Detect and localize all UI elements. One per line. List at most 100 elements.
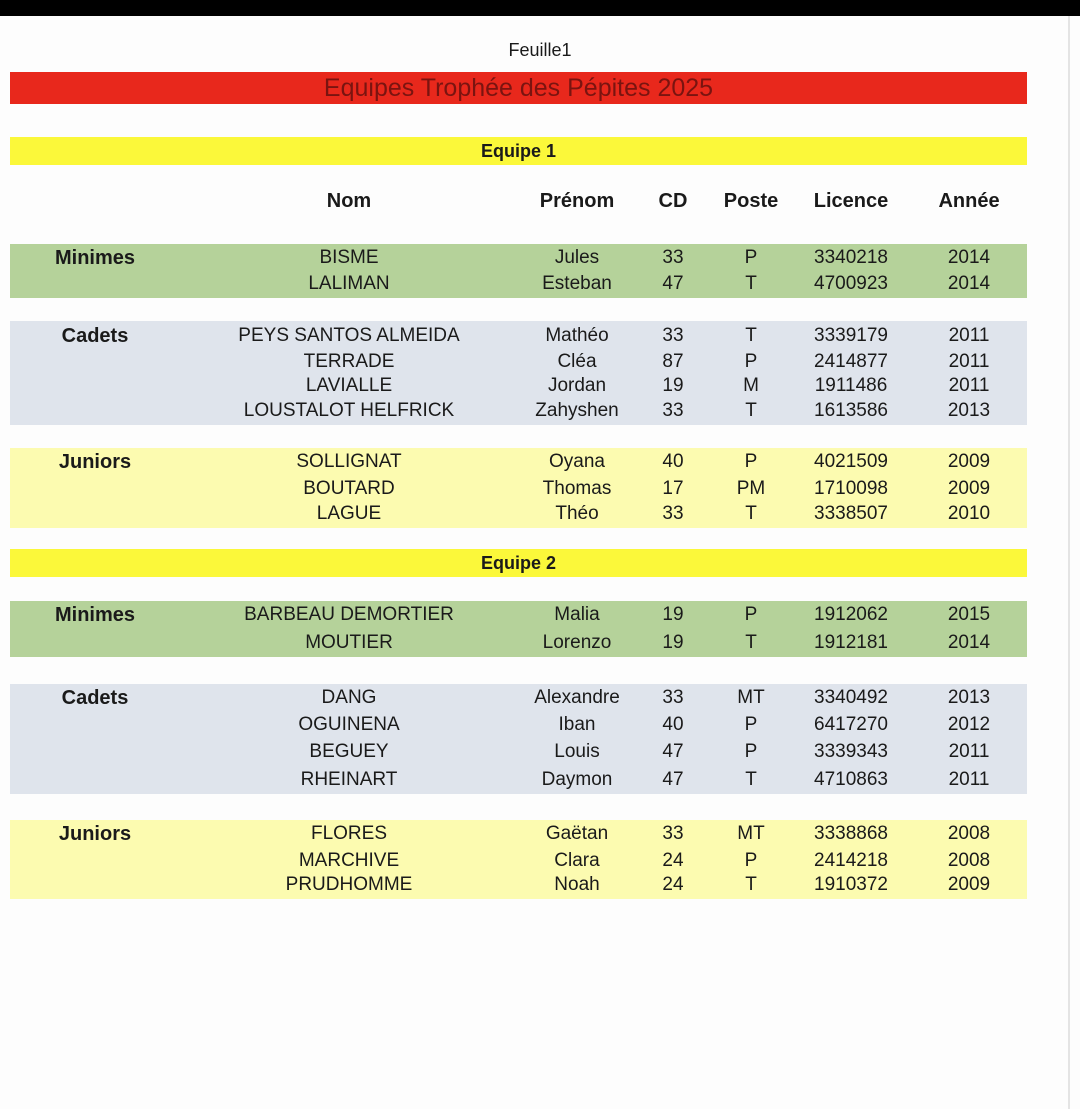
- cell-nom: RHEINART: [300, 769, 398, 790]
- cell-licence: 1912062: [814, 604, 888, 625]
- page-edge: [1068, 16, 1070, 1109]
- cell-licence: 3340218: [814, 247, 888, 268]
- cell-licence: 1910372: [814, 874, 888, 895]
- cell-annee: 2011: [948, 741, 990, 762]
- cell-prenom: Noah: [554, 874, 600, 895]
- cell-prenom: Oyana: [549, 451, 605, 472]
- column-header-annee: Année: [938, 190, 1000, 212]
- cell-cd: 19: [662, 604, 684, 625]
- cell-poste: P: [744, 714, 758, 735]
- cell-annee: 2009: [947, 874, 991, 895]
- team-header: Equipe 1: [10, 137, 1027, 165]
- cell-licence: 2414877: [814, 351, 888, 372]
- cell-poste: MT: [737, 823, 765, 844]
- cell-nom: BOUTARD: [303, 478, 395, 499]
- cell-cd: 40: [662, 714, 684, 735]
- category-label: Juniors: [58, 823, 132, 845]
- cell-annee: 2011: [948, 769, 990, 790]
- cell-annee: 2009: [947, 478, 991, 499]
- cell-annee: 2014: [947, 273, 991, 294]
- cell-poste: P: [744, 351, 758, 372]
- category-label: Juniors: [58, 451, 132, 473]
- category-label: Cadets: [61, 687, 129, 709]
- cell-annee: 2008: [947, 823, 991, 844]
- cell-prenom: Iban: [558, 714, 596, 735]
- cell-prenom: Jordan: [547, 375, 607, 396]
- cell-cd: 40: [662, 451, 684, 472]
- cell-nom: BEGUEY: [309, 741, 389, 762]
- category-group-cadets: [10, 684, 1027, 794]
- cell-poste: MT: [737, 687, 765, 708]
- cell-licence: 4021509: [814, 451, 888, 472]
- cell-poste: P: [744, 451, 758, 472]
- cell-cd: 19: [662, 632, 684, 653]
- cell-cd: 17: [662, 478, 684, 499]
- cell-nom: DANG: [321, 687, 377, 708]
- category-group-juniors: [10, 448, 1027, 528]
- category-group-minimes: [10, 244, 1027, 298]
- cell-prenom: Daymon: [541, 769, 613, 790]
- cell-cd: 33: [662, 503, 684, 524]
- cell-prenom: Lorenzo: [542, 632, 612, 653]
- cell-nom: SOLLIGNAT: [296, 451, 402, 472]
- cell-prenom: Zahyshen: [535, 400, 619, 421]
- cell-poste: T: [745, 769, 757, 790]
- cell-annee: 2014: [947, 247, 991, 268]
- cell-prenom: Clara: [554, 850, 600, 871]
- cell-licence: 1710098: [814, 478, 888, 499]
- cell-prenom: Théo: [555, 503, 599, 524]
- cell-poste: P: [744, 247, 758, 268]
- cell-nom: OGUINENA: [298, 714, 400, 735]
- cell-annee: 2011: [948, 351, 990, 372]
- cell-annee: 2012: [947, 714, 991, 735]
- cell-nom: FLORES: [310, 823, 388, 844]
- cell-prenom: Louis: [554, 741, 600, 762]
- cell-annee: 2011: [948, 375, 990, 396]
- column-header-prenom: Prénom: [539, 190, 615, 212]
- cell-poste: T: [745, 325, 757, 346]
- cell-cd: 24: [662, 874, 684, 895]
- column-header-licence: Licence: [813, 190, 889, 212]
- column-header-nom: Nom: [326, 190, 372, 212]
- cell-nom: PRUDHOMME: [285, 874, 413, 895]
- cell-poste: T: [745, 632, 757, 653]
- cell-cd: 33: [662, 247, 684, 268]
- cell-annee: 2013: [947, 687, 991, 708]
- cell-licence: 6417270: [814, 714, 888, 735]
- category-label: Cadets: [61, 325, 129, 347]
- team-header: Equipe 2: [10, 549, 1027, 577]
- cell-annee: 2010: [947, 503, 991, 524]
- cell-annee: 2013: [947, 400, 991, 421]
- cell-prenom: Cléa: [557, 351, 597, 372]
- cell-licence: 3338868: [814, 823, 888, 844]
- cell-nom: LAGUE: [316, 503, 382, 524]
- cell-prenom: Mathéo: [545, 325, 609, 346]
- cell-licence: 3339343: [814, 741, 888, 762]
- cell-annee: 2009: [947, 451, 991, 472]
- cell-poste: PM: [736, 478, 766, 499]
- cell-nom: LAVIALLE: [305, 375, 393, 396]
- cell-prenom: Jules: [554, 247, 600, 268]
- cell-licence: 3339179: [814, 325, 888, 346]
- cell-poste: T: [745, 273, 757, 294]
- cell-licence: 1911486: [814, 375, 888, 396]
- cell-annee: 2015: [947, 604, 991, 625]
- cell-annee: 2011: [948, 325, 990, 346]
- cell-cd: 33: [662, 325, 684, 346]
- cell-prenom: Malia: [554, 604, 600, 625]
- cell-poste: T: [745, 874, 757, 895]
- cell-cd: 33: [662, 687, 684, 708]
- cell-licence: 3340492: [814, 687, 888, 708]
- cell-licence: 4700923: [814, 273, 888, 294]
- cell-cd: 47: [662, 741, 684, 762]
- cell-cd: 24: [662, 850, 684, 871]
- category-label: Minimes: [54, 247, 136, 269]
- cell-licence: 1912181: [814, 632, 888, 653]
- cell-licence: 4710863: [814, 769, 888, 790]
- cell-nom: LALIMAN: [308, 273, 390, 294]
- cell-cd: 87: [662, 351, 684, 372]
- category-group-minimes: [10, 601, 1027, 657]
- cell-nom: MARCHIVE: [298, 850, 400, 871]
- cell-poste: M: [743, 375, 759, 396]
- cell-cd: 33: [662, 823, 684, 844]
